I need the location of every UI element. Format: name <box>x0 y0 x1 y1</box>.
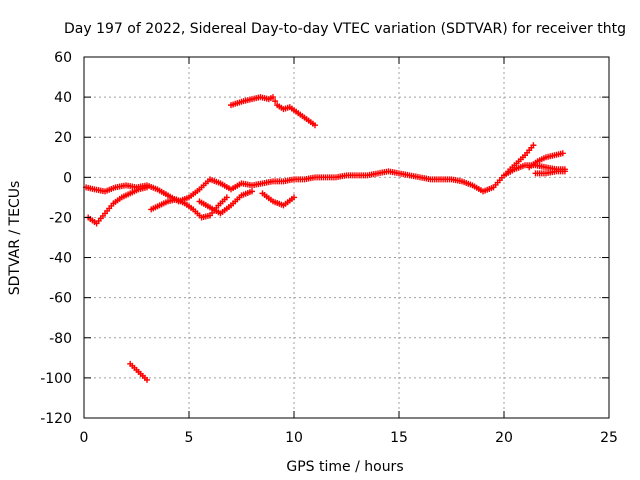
series-lower-branch-4 <box>259 190 297 209</box>
x-tick-label: 0 <box>80 430 89 446</box>
y-axis-label: SDTVAR / TECUs <box>7 181 23 296</box>
x-tick-label: 10 <box>285 430 303 446</box>
data-points <box>83 94 568 383</box>
grid-lines <box>84 57 609 418</box>
series-upper-branch-2 <box>526 150 566 171</box>
y-tick-label: -60 <box>49 291 72 307</box>
data-point <box>223 194 230 201</box>
data-point <box>291 194 297 201</box>
chart-title: Day 197 of 2022, Sidereal Day-to-day VTE… <box>64 21 626 37</box>
x-tick-label: 25 <box>600 430 618 446</box>
data-point <box>530 142 537 149</box>
series-upper-arc <box>228 94 318 129</box>
x-axis-label: GPS time / hours <box>286 459 403 475</box>
series-low-outlier <box>127 360 150 383</box>
data-point <box>270 94 276 101</box>
y-tick-label: 20 <box>54 130 72 146</box>
series-upper-branch-1 <box>505 142 537 175</box>
x-tick-label: 5 <box>185 430 194 446</box>
series-lower-branch-3 <box>196 188 255 217</box>
data-point <box>312 122 318 129</box>
plot-frame <box>83 56 610 419</box>
y-tick-label: -20 <box>49 210 72 226</box>
y-tick-label: -100 <box>40 371 72 387</box>
y-tick-label: -80 <box>49 331 72 347</box>
axis-ticks: 0 5 10 15 20 25 -120 -100 -80 -60 -40 -20 0 20 40 60 <box>40 50 618 446</box>
data-point <box>144 376 150 383</box>
y-tick-label: -120 <box>40 411 72 427</box>
y-tick-label: 0 <box>63 170 72 186</box>
x-tick-label: 15 <box>390 430 408 446</box>
y-tick-label: 40 <box>54 90 72 106</box>
y-tick-label: 60 <box>54 50 72 66</box>
x-tick-label: 20 <box>495 430 513 446</box>
y-tick-label: -40 <box>49 251 72 267</box>
data-point <box>559 150 566 157</box>
data-point <box>561 168 568 175</box>
data-point <box>144 184 150 191</box>
series-lower-branch-2 <box>148 194 230 221</box>
series-upper-branch-3 <box>532 168 568 177</box>
data-point <box>272 98 279 105</box>
data-point <box>249 188 255 195</box>
series-main-band <box>83 162 568 205</box>
series-lower-branch-1 <box>85 184 150 227</box>
